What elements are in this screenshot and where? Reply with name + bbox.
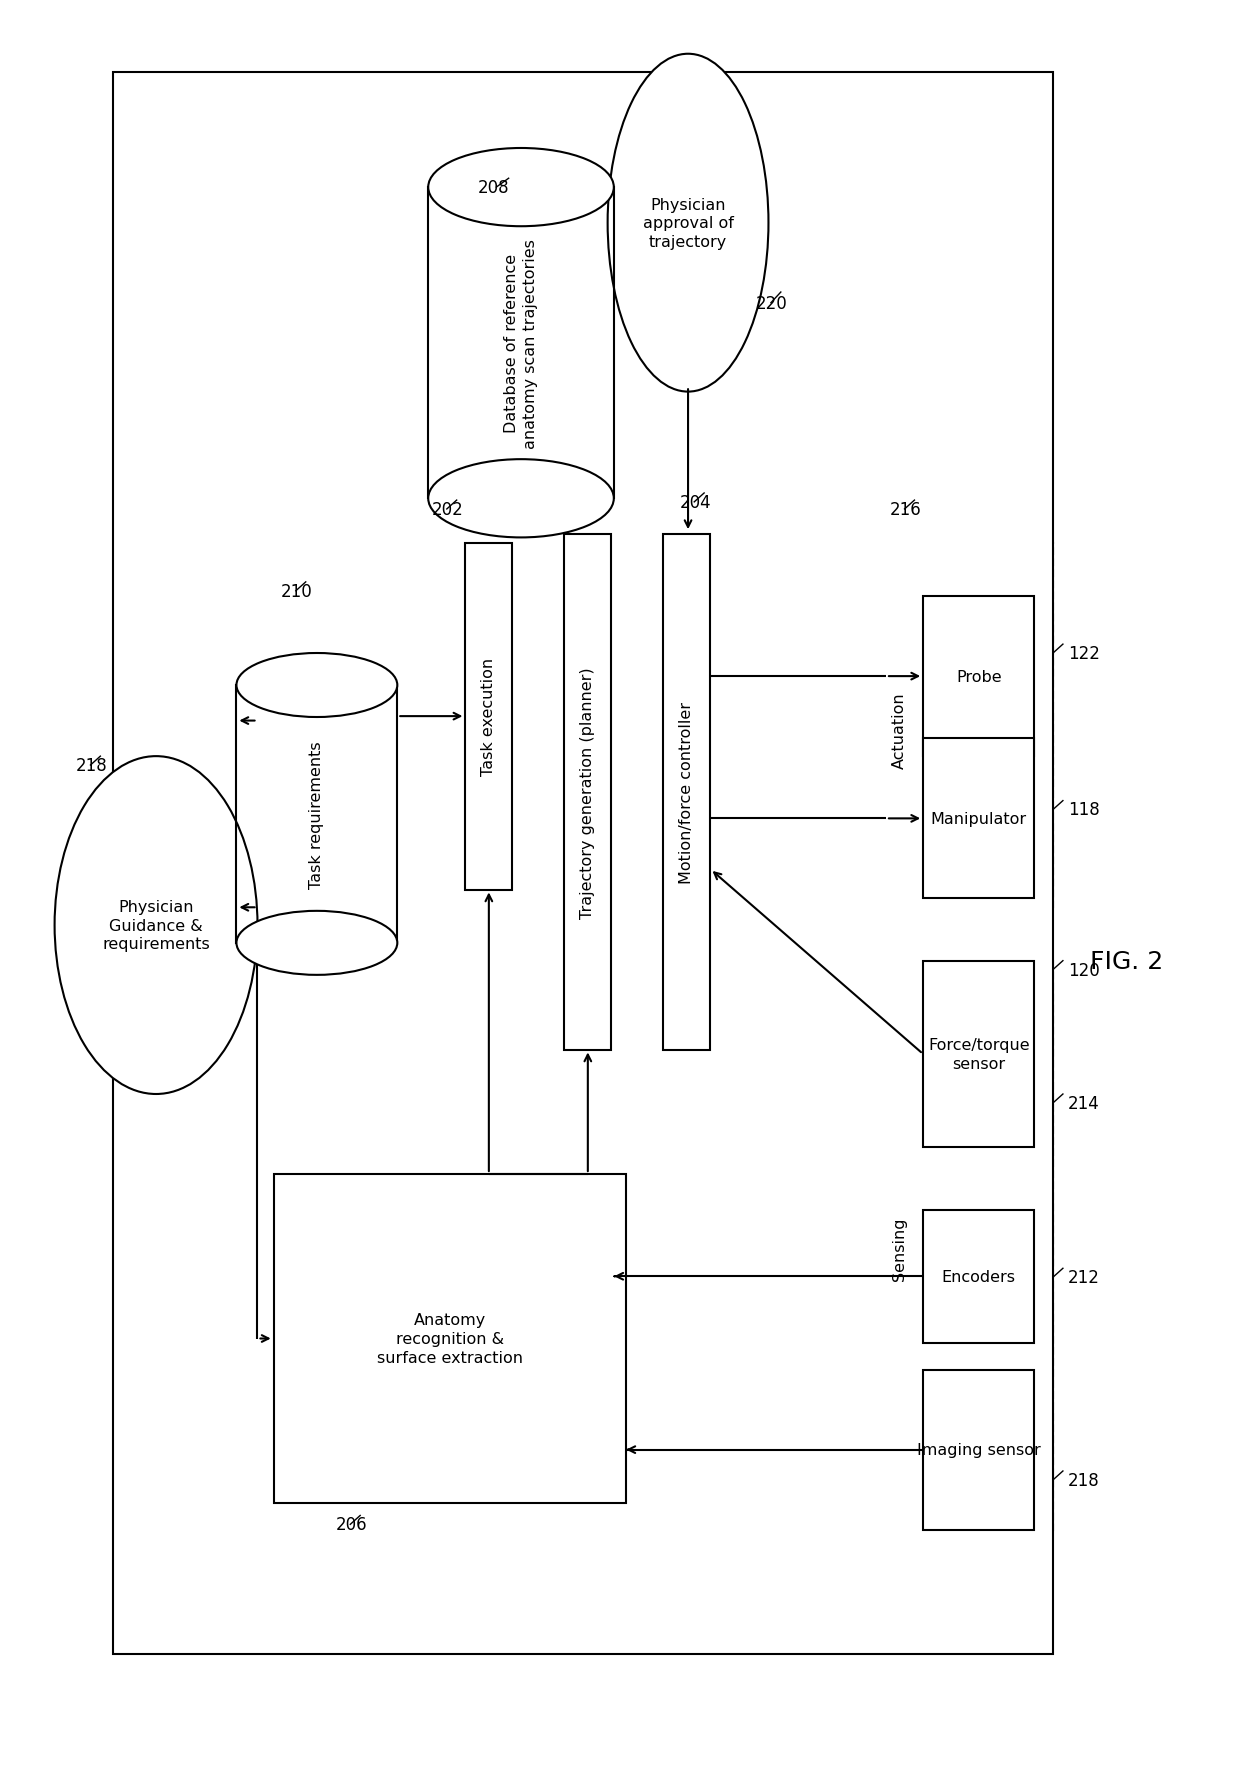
Text: Motion/force controller: Motion/force controller	[680, 701, 694, 883]
Bar	[887, 543, 1053, 908]
Ellipse shape	[55, 756, 258, 1095]
Bar	[428, 189, 614, 498]
Bar	[274, 1175, 626, 1502]
Ellipse shape	[608, 55, 769, 392]
Text: Manipulator: Manipulator	[931, 812, 1027, 826]
Bar	[923, 1210, 1034, 1344]
Bar	[663, 534, 711, 1050]
Ellipse shape	[428, 150, 614, 228]
Text: 118: 118	[1068, 801, 1100, 819]
Bar	[923, 739, 1034, 899]
Bar	[923, 961, 1034, 1148]
Text: 218: 218	[1068, 1470, 1100, 1490]
Text: Actuation: Actuation	[892, 692, 908, 769]
Bar	[428, 534, 744, 1050]
Bar	[113, 73, 1053, 1654]
Text: 216: 216	[890, 500, 921, 518]
Bar	[887, 961, 1053, 1529]
Bar	[237, 685, 397, 943]
Text: 202: 202	[432, 500, 464, 518]
Text: FIG. 2: FIG. 2	[1090, 949, 1163, 974]
Text: Probe: Probe	[956, 669, 1002, 684]
Text: 204: 204	[680, 493, 711, 511]
Text: Sensing: Sensing	[892, 1218, 908, 1282]
Text: 208: 208	[477, 180, 510, 198]
Text: Task requirements: Task requirements	[310, 740, 325, 888]
Text: Force/torque
sensor: Force/torque sensor	[928, 1038, 1029, 1072]
Text: 214: 214	[1068, 1095, 1100, 1112]
Text: 122: 122	[1068, 644, 1100, 662]
Ellipse shape	[237, 653, 397, 717]
Ellipse shape	[428, 459, 614, 538]
Text: 206: 206	[336, 1515, 367, 1533]
Text: Encoders: Encoders	[942, 1269, 1016, 1283]
Text: Anatomy
recognition &
surface extraction: Anatomy recognition & surface extraction	[377, 1312, 523, 1365]
Ellipse shape	[237, 911, 397, 975]
Text: Task execution: Task execution	[481, 657, 496, 776]
Bar	[465, 543, 512, 890]
Text: 212: 212	[1068, 1269, 1100, 1287]
Bar	[923, 1371, 1034, 1529]
Text: Database of reference
anatomy scan trajectories: Database of reference anatomy scan traje…	[505, 239, 538, 449]
Text: 120: 120	[1068, 961, 1100, 979]
Text: Physician
Guidance &
requirements: Physician Guidance & requirements	[102, 899, 210, 952]
Text: Physician
approval of
trajectory: Physician approval of trajectory	[642, 198, 734, 249]
Text: Trajectory generation (planner): Trajectory generation (planner)	[580, 666, 595, 918]
Text: 210: 210	[281, 582, 312, 600]
Text: Imaging sensor: Imaging sensor	[916, 1442, 1040, 1458]
Text: 218: 218	[76, 756, 108, 774]
Bar	[923, 596, 1034, 756]
Bar	[564, 534, 611, 1050]
Text: 220: 220	[756, 294, 787, 313]
